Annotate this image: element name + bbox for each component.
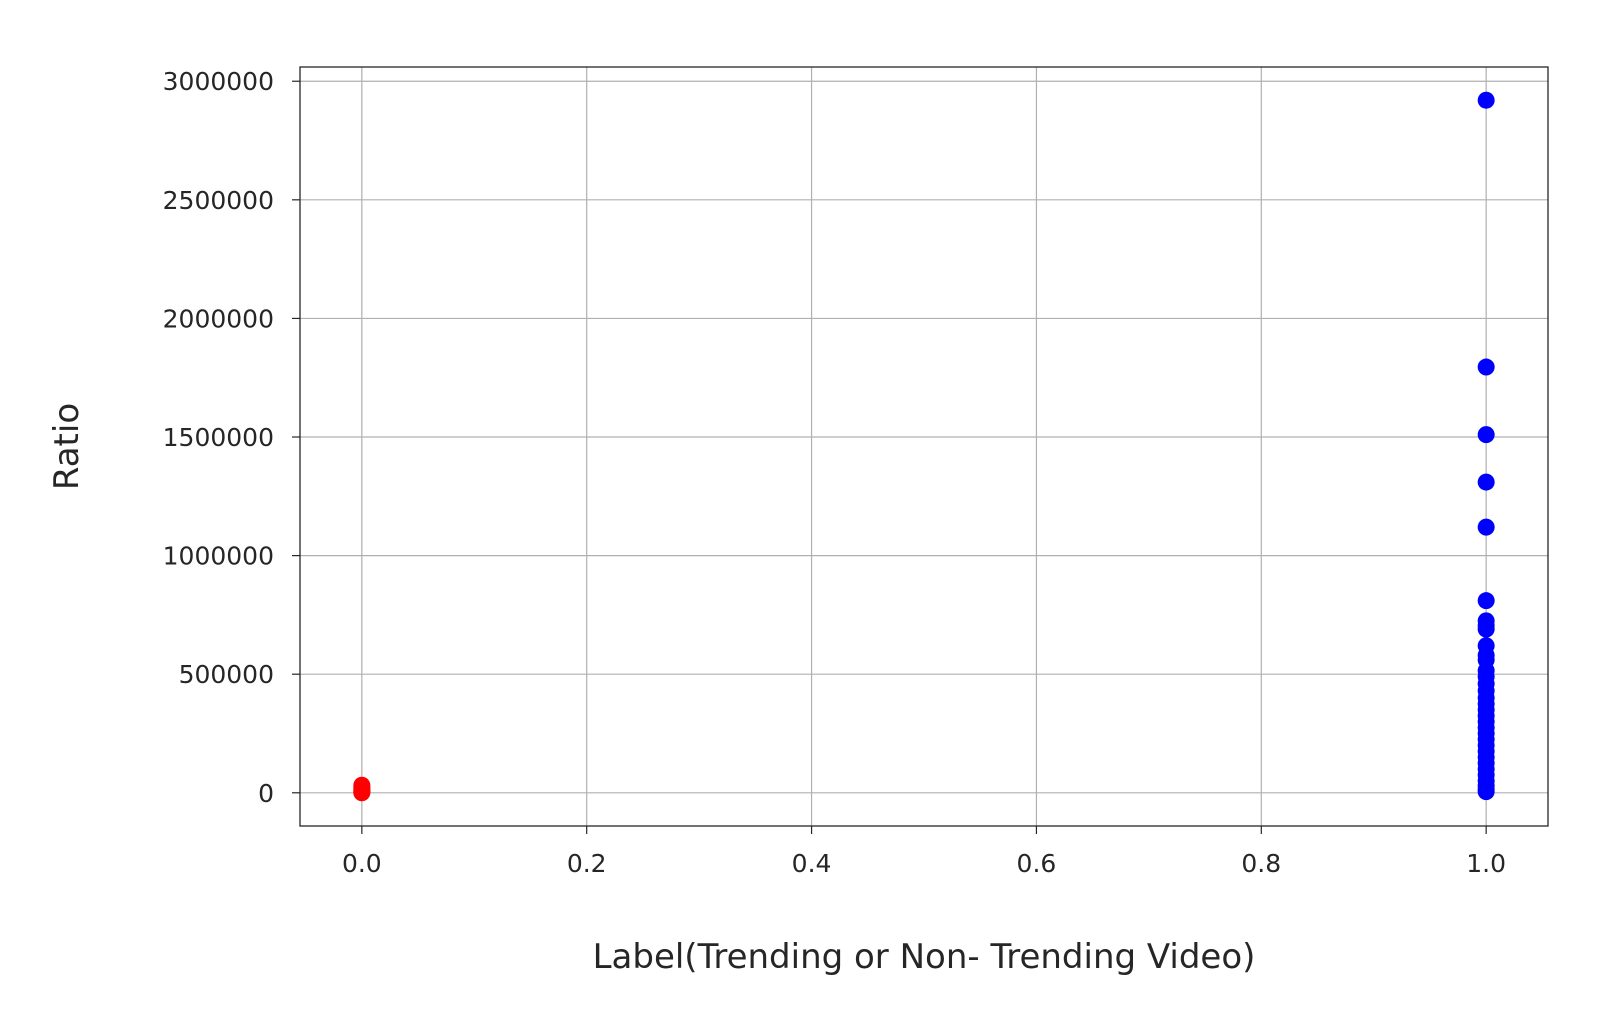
y-tick-label: 1500000 — [163, 423, 274, 452]
x-tick-label: 0.8 — [1241, 849, 1281, 878]
x-tick-label: 0.0 — [342, 849, 382, 878]
grid-lines — [300, 67, 1548, 826]
tick-marks — [292, 80, 1487, 834]
data-points — [353, 91, 1495, 802]
x-axis-title: Label(Trending or Non- Trending Video) — [593, 937, 1256, 977]
trending-point — [1477, 473, 1495, 491]
trending-point — [1477, 783, 1495, 801]
trending-point — [1477, 426, 1495, 444]
y-axis-title: Ratio — [47, 403, 87, 490]
x-tick-label: 0.4 — [792, 849, 832, 878]
trending-point — [1477, 620, 1495, 638]
y-tick-label: 3000000 — [163, 67, 274, 96]
x-tick-label: 1.0 — [1466, 849, 1506, 878]
trending-point — [1477, 592, 1495, 610]
non-trending-point — [353, 776, 371, 794]
x-tick-label: 0.6 — [1017, 849, 1057, 878]
x-tick-label: 0.2 — [567, 849, 607, 878]
y-tick-label: 2500000 — [163, 186, 274, 215]
plot-frame — [299, 66, 1549, 827]
y-tick-label: 0 — [258, 779, 274, 808]
x-tick-labels: 0.0 0.2 0.4 0.6 0.8 1.0 — [342, 849, 1506, 878]
y-tick-label: 1000000 — [163, 542, 274, 571]
trending-point — [1477, 358, 1495, 376]
y-tick-label: 500000 — [179, 660, 274, 689]
y-tick-label: 2000000 — [163, 304, 274, 333]
trending-point — [1477, 91, 1495, 109]
y-tick-labels: 0 500000 1000000 1500000 2000000 2500000 30000… — [163, 67, 274, 808]
trending-point — [1477, 518, 1495, 536]
